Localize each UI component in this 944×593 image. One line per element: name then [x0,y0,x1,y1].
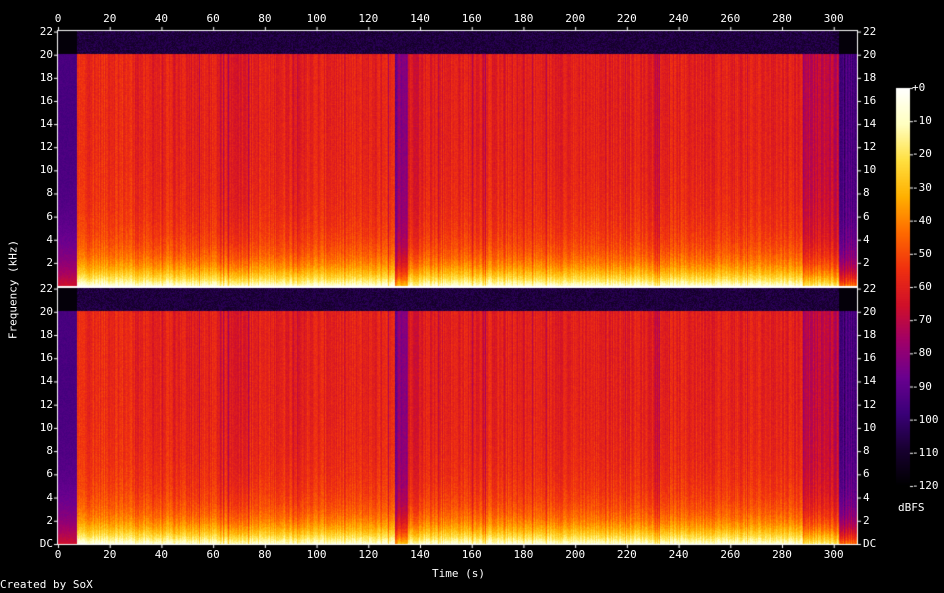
x-tick-top-label: 280 [772,12,792,25]
lower-y-tick-left-label: 12 [39,397,53,411]
lower-y-tick-right-label: 4 [863,490,870,504]
colorbar-tick-label: -100 [912,412,939,426]
lower-y-tick-left-label: 4 [46,490,53,504]
upper-y-tick-right-label: 20 [863,47,877,61]
lower-y-tick-right-label: 2 [863,513,870,527]
lower-y-tick-right-label: 8 [863,444,870,458]
lower-y-tick-right-label: 14 [863,374,877,388]
x-tick-top-label: 100 [306,12,327,25]
lower-y-tick-right-label: 18 [863,328,877,342]
lower-y-tick-right-label: 16 [863,351,877,365]
upper-y-tick-left-label: 22 [39,24,53,38]
upper-y-tick-left-label: 6 [46,209,53,223]
upper-y-tick-left-label: 20 [39,47,53,61]
colorbar-tick-label: -30 [912,180,932,194]
lower-y-tick-left-label: DC [39,537,53,550]
x-tick-bottom-label: 300 [823,548,844,561]
x-tick-bottom-label: 220 [616,548,637,561]
colorbar-tick-label: -40 [912,213,932,227]
upper-y-tick-right-label: 10 [863,163,877,177]
x-tick-top-label: 140 [410,12,430,25]
x-axis-label: Time (s) [432,567,485,580]
colorbar-tick-label: -110 [912,445,939,459]
upper-y-tick-right-label: 12 [863,140,877,154]
upper-y-tick-left-label: 8 [46,186,53,200]
upper-y-tick-right-label: 6 [863,209,870,223]
colorbar-tick-label: -90 [912,379,932,393]
y-axis-label: Frequency (kHz) [6,239,20,340]
x-tick-bottom-label: 40 [154,548,169,561]
upper-y-tick-right-label: 2 [863,255,870,269]
x-tick-top-label: 300 [823,12,844,25]
lower-y-tick-right-label: 6 [863,467,870,481]
colorbar-tick-label: +0 [912,81,926,94]
x-tick-top-label: 180 [513,12,534,25]
x-tick-top-label: 40 [154,12,169,25]
x-tick-bottom-label: 60 [206,548,220,561]
colorbar-tick-label: -120 [912,479,939,492]
x-tick-top-label: 0 [54,12,62,25]
lower-y-tick-right-label: 12 [863,397,877,411]
x-tick-bottom-label: 100 [306,548,327,561]
colorbar-tick-label: -70 [912,313,932,327]
x-tick-top-label: 200 [565,12,586,25]
upper-y-tick-right-label: 16 [863,93,877,107]
lower-y-tick-right-label: 22 [863,281,877,295]
lower-y-tick-left-label: 22 [39,281,53,295]
lower-y-tick-right-label: 20 [863,304,877,318]
lower-y-tick-right-label: DC [863,537,877,550]
x-tick-bottom-label: 240 [668,548,689,561]
x-tick-top-label: 60 [206,12,220,25]
upper-y-tick-left-label: 4 [46,232,53,246]
upper-y-tick-left-label: 16 [39,93,53,107]
upper-y-tick-right-label: 8 [863,186,870,200]
x-tick-top-label: 240 [668,12,689,25]
x-tick-bottom-label: 0 [54,548,62,561]
lower-y-tick-right-label: 10 [863,420,877,434]
lower-y-tick-left-label: 8 [46,444,53,458]
upper-y-tick-right-label: 22 [863,24,877,38]
upper-y-tick-right-label: 14 [863,117,877,131]
x-tick-bottom-label: 280 [772,548,792,561]
colorbar-tick-label: -20 [912,147,932,161]
colorbar-tick-label: -50 [912,246,932,260]
colorbar-tick-label: -80 [912,346,932,360]
lower-y-tick-left-label: 20 [39,304,53,318]
upper-y-tick-left-label: 12 [39,140,53,154]
x-tick-top-label: 120 [358,12,379,25]
upper-y-tick-left-label: 2 [46,255,53,269]
x-tick-top-label: 20 [103,12,117,25]
x-tick-bottom-label: 140 [410,548,430,561]
x-tick-bottom-label: 180 [513,548,534,561]
x-tick-top-label: 220 [616,12,637,25]
upper-y-tick-right-label: 18 [863,70,877,84]
x-tick-bottom-label: 120 [358,548,379,561]
x-tick-bottom-label: 260 [720,548,741,561]
x-tick-top-label: 260 [720,12,741,25]
x-tick-bottom-label: 20 [103,548,117,561]
upper-y-tick-right-label: 4 [863,232,870,246]
lower-y-tick-left-label: 18 [39,328,53,342]
x-tick-top-label: 160 [461,12,482,25]
lower-y-tick-left-label: 6 [46,467,53,481]
x-tick-bottom-label: 80 [258,548,272,561]
lower-y-tick-left-label: 10 [39,420,53,434]
upper-y-tick-left-label: 10 [39,163,53,177]
colorbar-tick-label: -60 [912,280,932,293]
x-tick-bottom-label: 160 [461,548,482,561]
x-tick-bottom-label: 200 [565,548,586,561]
upper-y-tick-left-label: 14 [39,117,53,131]
lower-y-tick-left-label: 2 [46,513,53,527]
lower-y-tick-left-label: 14 [39,374,53,388]
colorbar-label: dBFS [898,501,925,514]
x-tick-top-label: 80 [258,12,272,25]
credit-text: Created by SoX [0,578,93,591]
colorbar-tick-label: -10 [912,114,932,128]
upper-y-tick-left-label: 18 [39,70,53,84]
lower-y-tick-left-label: 16 [39,351,53,365]
